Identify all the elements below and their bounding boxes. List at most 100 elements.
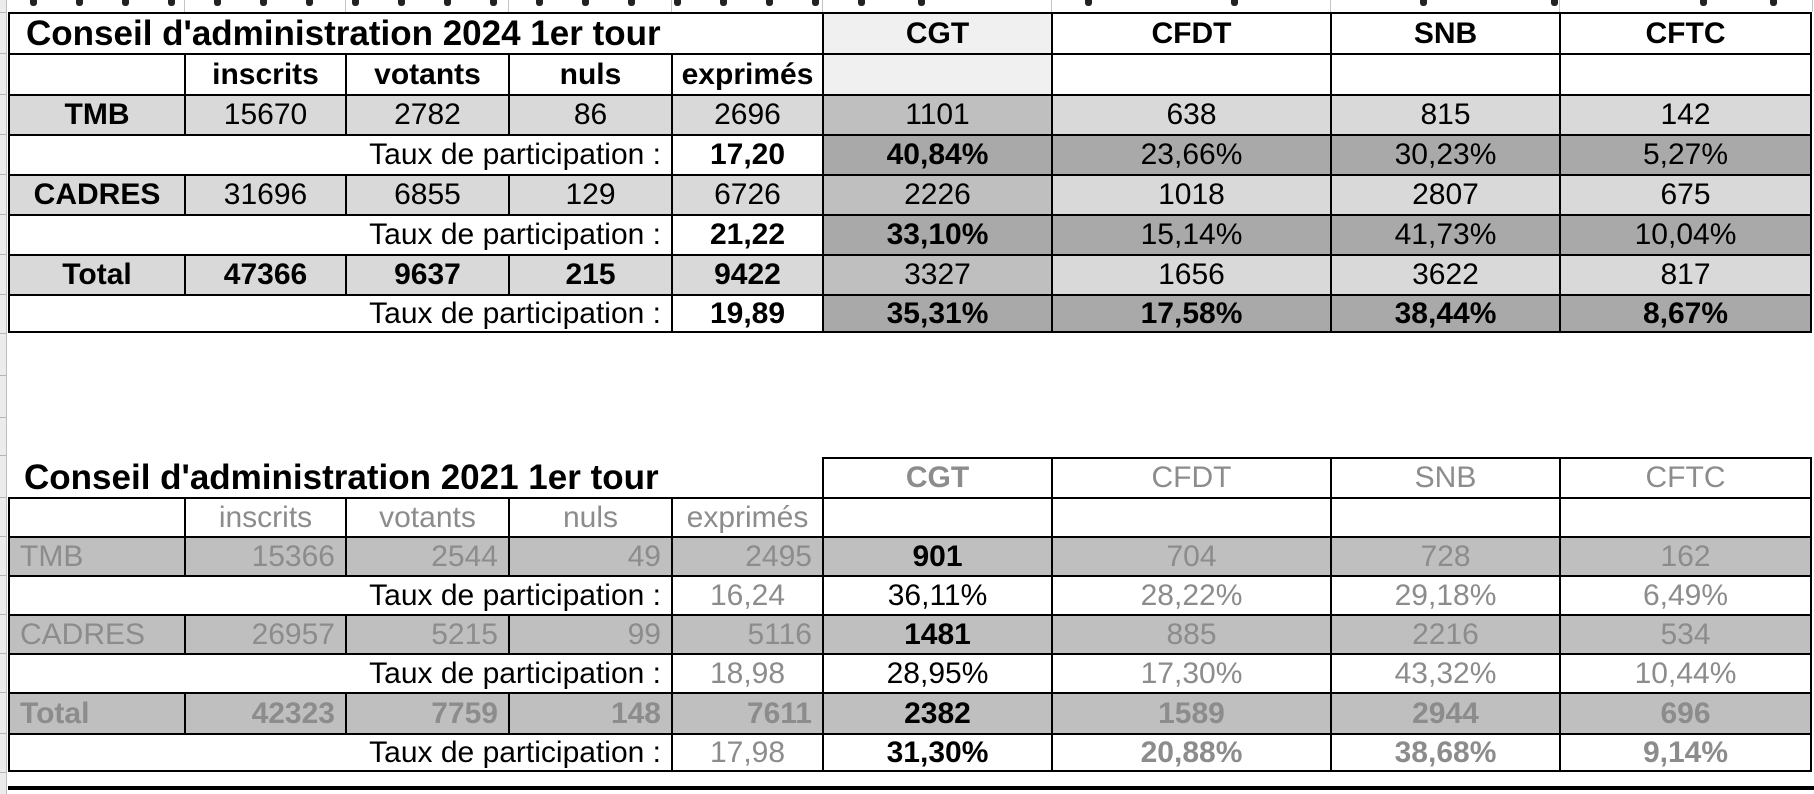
empty-union-cell-snb-2024[interactable]	[1330, 53, 1559, 94]
taux-percent-cadres-cftc-2021[interactable]: 10,44%	[1559, 653, 1812, 692]
stat-header-votants-2024[interactable]: votants	[345, 53, 508, 94]
cell-total-stat1-2024[interactable]: 9637	[345, 254, 508, 294]
empty-union-cell-cgt-2021[interactable]	[822, 497, 1051, 536]
taux-percent-total-cgt-2024[interactable]: 35,31%	[822, 294, 1051, 333]
cell-tmb-cfdt-2021[interactable]: 704	[1051, 536, 1330, 575]
taux-percent-total-cftc-2021[interactable]: 9,14%	[1559, 733, 1812, 772]
taux-value-cadres-2024[interactable]: 21,22	[671, 214, 822, 254]
cell-cadres-cgt-2021[interactable]: 1481	[822, 614, 1051, 653]
taux-percent-total-cfdt-2024[interactable]: 17,58%	[1051, 294, 1330, 333]
cell-total-cfdt-2021[interactable]: 1589	[1051, 692, 1330, 733]
cell-tmb-cfdt-2024[interactable]: 638	[1051, 94, 1330, 134]
empty-corner-cell-2021[interactable]	[8, 497, 184, 536]
cell-total-stat2-2024[interactable]: 215	[508, 254, 671, 294]
taux-label-total-2021[interactable]: Taux de participation :	[8, 733, 671, 772]
taux-percent-total-snb-2024[interactable]: 38,44%	[1330, 294, 1559, 333]
cell-cadres-cftc-2021[interactable]: 534	[1559, 614, 1812, 653]
union-header-cgt-2021[interactable]: CGT	[822, 457, 1051, 497]
cell-tmb-snb-2024[interactable]: 815	[1330, 94, 1559, 134]
stat-header-nuls-2021[interactable]: nuls	[508, 497, 671, 536]
cell-tmb-stat3-2021[interactable]: 2495	[671, 536, 822, 575]
cell-total-stat2-2021[interactable]: 148	[508, 692, 671, 733]
empty-union-cell-cftc-2024[interactable]	[1559, 53, 1812, 94]
empty-corner-cell-2024[interactable]	[8, 53, 184, 94]
taux-percent-cadres-cgt-2021[interactable]: 28,95%	[822, 653, 1051, 692]
taux-label-tmb-2021[interactable]: Taux de participation :	[8, 575, 671, 614]
stat-header-inscrits-2024[interactable]: inscrits	[184, 53, 345, 94]
cell-total-cftc-2021[interactable]: 696	[1559, 692, 1812, 733]
cell-cadres-snb-2024[interactable]: 2807	[1330, 174, 1559, 214]
taux-percent-total-snb-2021[interactable]: 38,68%	[1330, 733, 1559, 772]
cell-tmb-cftc-2021[interactable]: 162	[1559, 536, 1812, 575]
empty-union-cell-cgt-2024[interactable]	[822, 53, 1051, 94]
cell-cadres-stat3-2024[interactable]: 6726	[671, 174, 822, 214]
taux-value-total-2021[interactable]: 17,98	[671, 733, 822, 772]
taux-value-tmb-2021[interactable]: 16,24	[671, 575, 822, 614]
cell-total-stat0-2024[interactable]: 47366	[184, 254, 345, 294]
cell-tmb-cftc-2024[interactable]: 142	[1559, 94, 1812, 134]
cell-tmb-stat3-2024[interactable]: 2696	[671, 94, 822, 134]
cell-cadres-snb-2021[interactable]: 2216	[1330, 614, 1559, 653]
taux-percent-tmb-cftc-2021[interactable]: 6,49%	[1559, 575, 1812, 614]
cell-cadres-stat0-2021[interactable]: 26957	[184, 614, 345, 653]
taux-percent-total-cftc-2024[interactable]: 8,67%	[1559, 294, 1812, 333]
cell-total-stat1-2021[interactable]: 7759	[345, 692, 508, 733]
taux-percent-cadres-snb-2021[interactable]: 43,32%	[1330, 653, 1559, 692]
taux-percent-total-cgt-2021[interactable]: 31,30%	[822, 733, 1051, 772]
taux-percent-tmb-cgt-2021[interactable]: 36,11%	[822, 575, 1051, 614]
union-header-cftc-2024[interactable]: CFTC	[1559, 12, 1812, 53]
cell-cadres-stat1-2024[interactable]: 6855	[345, 174, 508, 214]
cell-tmb-cgt-2024[interactable]: 1101	[822, 94, 1051, 134]
cell-tmb-stat2-2024[interactable]: 86	[508, 94, 671, 134]
taux-value-total-2024[interactable]: 19,89	[671, 294, 822, 333]
union-header-cftc-2021[interactable]: CFTC	[1559, 457, 1812, 497]
taux-value-tmb-2024[interactable]: 17,20	[671, 134, 822, 174]
row-label-total-2024[interactable]: Total	[8, 254, 184, 294]
stat-header-votants-2021[interactable]: votants	[345, 497, 508, 536]
cell-cadres-stat1-2021[interactable]: 5215	[345, 614, 508, 653]
taux-percent-cadres-cftc-2024[interactable]: 10,04%	[1559, 214, 1812, 254]
taux-percent-tmb-cgt-2024[interactable]: 40,84%	[822, 134, 1051, 174]
empty-union-cell-cfdt-2024[interactable]	[1051, 53, 1330, 94]
cell-cadres-stat2-2021[interactable]: 99	[508, 614, 671, 653]
cell-total-cfdt-2024[interactable]: 1656	[1051, 254, 1330, 294]
union-header-cgt-2024[interactable]: CGT	[822, 12, 1051, 53]
cell-cadres-cfdt-2021[interactable]: 885	[1051, 614, 1330, 653]
union-header-snb-2024[interactable]: SNB	[1330, 12, 1559, 53]
empty-union-cell-cfdt-2021[interactable]	[1051, 497, 1330, 536]
taux-value-cadres-2021[interactable]: 18,98	[671, 653, 822, 692]
cell-total-stat0-2021[interactable]: 42323	[184, 692, 345, 733]
stat-header-exprimes-2021[interactable]: exprimés	[671, 497, 822, 536]
cell-total-stat3-2024[interactable]: 9422	[671, 254, 822, 294]
taux-label-tmb-2024[interactable]: Taux de participation :	[8, 134, 671, 174]
taux-percent-cadres-cfdt-2024[interactable]: 15,14%	[1051, 214, 1330, 254]
cell-total-stat3-2021[interactable]: 7611	[671, 692, 822, 733]
taux-label-cadres-2021[interactable]: Taux de participation :	[8, 653, 671, 692]
cell-cadres-cftc-2024[interactable]: 675	[1559, 174, 1812, 214]
cell-total-cftc-2024[interactable]: 817	[1559, 254, 1812, 294]
cell-tmb-stat0-2021[interactable]: 15366	[184, 536, 345, 575]
row-label-tmb-2021[interactable]: TMB	[8, 536, 184, 575]
cell-tmb-stat1-2021[interactable]: 2544	[345, 536, 508, 575]
row-label-tmb-2024[interactable]: TMB	[8, 94, 184, 134]
cell-cadres-stat0-2024[interactable]: 31696	[184, 174, 345, 214]
cell-tmb-stat1-2024[interactable]: 2782	[345, 94, 508, 134]
cell-total-cgt-2024[interactable]: 3327	[822, 254, 1051, 294]
table-title-2024[interactable]: Conseil d'administration 2024 1er tour	[8, 12, 822, 53]
stat-header-inscrits-2021[interactable]: inscrits	[184, 497, 345, 536]
cell-cadres-cfdt-2024[interactable]: 1018	[1051, 174, 1330, 214]
union-header-snb-2021[interactable]: SNB	[1330, 457, 1559, 497]
taux-percent-cadres-cfdt-2021[interactable]: 17,30%	[1051, 653, 1330, 692]
taux-label-cadres-2024[interactable]: Taux de participation :	[8, 214, 671, 254]
table-title-2021[interactable]: Conseil d'administration 2021 1er tour	[8, 457, 822, 497]
cell-cadres-stat2-2024[interactable]: 129	[508, 174, 671, 214]
taux-percent-tmb-cftc-2024[interactable]: 5,27%	[1559, 134, 1812, 174]
taux-percent-tmb-cfdt-2021[interactable]: 28,22%	[1051, 575, 1330, 614]
taux-percent-tmb-snb-2024[interactable]: 30,23%	[1330, 134, 1559, 174]
taux-percent-total-cfdt-2021[interactable]: 20,88%	[1051, 733, 1330, 772]
row-label-cadres-2021[interactable]: CADRES	[8, 614, 184, 653]
empty-union-cell-snb-2021[interactable]	[1330, 497, 1559, 536]
stat-header-nuls-2024[interactable]: nuls	[508, 53, 671, 94]
cell-cadres-cgt-2024[interactable]: 2226	[822, 174, 1051, 214]
row-label-total-2021[interactable]: Total	[8, 692, 184, 733]
